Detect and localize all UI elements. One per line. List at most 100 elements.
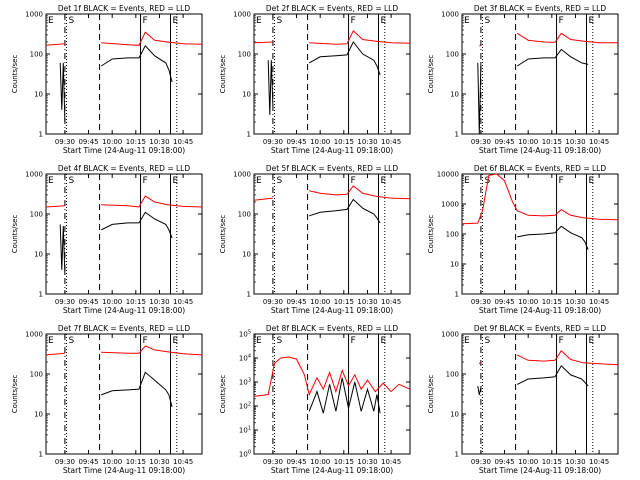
y-axis-label: Counts/sec: [427, 375, 435, 414]
x-tick-label: 09:30: [263, 138, 283, 146]
chart-title: Det 2f BLACK = Events, RED = LLD: [266, 4, 399, 13]
y-tick-label: 1: [39, 451, 43, 459]
x-tick-label: 09:30: [263, 458, 283, 466]
x-tick-label: 10:15: [334, 298, 354, 306]
x-tick-label: 09:45: [494, 298, 514, 306]
plot-frame: [45, 333, 203, 455]
x-tick-label: 09:30: [471, 138, 491, 146]
x-tick-label: 09:45: [286, 298, 306, 306]
series-line-events: [309, 198, 381, 224]
y-tick-label: 100: [446, 51, 459, 59]
x-axis-label: Start Time (24-Aug-11 09:18:00): [63, 466, 185, 475]
event-marker-label: S: [276, 336, 282, 346]
y-tick-label: 10: [242, 251, 251, 259]
event-marker-label: S: [484, 336, 490, 346]
event-marker-label: E: [48, 16, 54, 26]
x-tick-label: 09:45: [286, 458, 306, 466]
series-line-lld: [253, 29, 411, 45]
chart-title: Det 8f BLACK = Events, RED = LLD: [266, 324, 399, 333]
y-tick-label: 100: [238, 211, 251, 219]
event-marker-label: E: [172, 336, 178, 346]
plot-frame: [461, 13, 619, 135]
x-tick-label: 10:30: [357, 458, 377, 466]
x-tick-label: 09:45: [286, 138, 306, 146]
y-tick-label: 100: [239, 450, 251, 459]
x-tick-label: 09:45: [78, 138, 98, 146]
event-marker-label: E: [256, 176, 262, 186]
series-line-lld: [253, 185, 411, 201]
x-tick-label: 09:45: [494, 138, 514, 146]
plot-frame: [253, 173, 411, 295]
x-tick-label: 10:15: [126, 138, 146, 146]
chart-title: Det 1f BLACK = Events, RED = LLD: [58, 4, 191, 13]
y-tick-label: 10: [34, 411, 43, 419]
x-tick-label: 10:45: [381, 298, 401, 306]
y-tick-label: 1000: [25, 171, 43, 179]
y-tick-label: 10: [450, 261, 459, 269]
chart-panel-4: Det 4f BLACK = Events, RED = LLD 1 10 100 10…: [11, 164, 203, 315]
x-tick-label: 10:15: [542, 298, 562, 306]
series-line-lld: [253, 356, 411, 397]
x-tick-label: 09:45: [78, 298, 98, 306]
x-tick-label: 10:00: [518, 138, 538, 146]
x-tick-label: 09:45: [494, 458, 514, 466]
x-tick-label: 10:30: [565, 298, 585, 306]
y-tick-label: 10: [242, 91, 251, 99]
x-axis-label: Start Time (24-Aug-11 09:18:00): [271, 146, 393, 155]
event-marker-label: F: [351, 176, 356, 186]
chart-panel-2: Det 2f BLACK = Events, RED = LLD 1 10 100 10…: [219, 4, 411, 155]
plot-frame: [45, 13, 203, 135]
event-marker-label: E: [588, 16, 594, 26]
y-tick-label: 105: [239, 330, 251, 339]
y-tick-label: 1: [455, 131, 459, 139]
event-marker-label: F: [559, 176, 564, 186]
plot-frame: [45, 173, 203, 295]
x-axis-label: Start Time (24-Aug-11 09:18:00): [479, 306, 601, 315]
chart-title: Det 3f BLACK = Events, RED = LLD: [474, 4, 607, 13]
event-marker-label: E: [464, 16, 470, 26]
x-tick-label: 10:45: [173, 138, 193, 146]
event-marker-label: E: [256, 16, 262, 26]
chart-panel-7: Det 7f BLACK = Events, RED = LLD 1 10 100 10…: [11, 324, 203, 475]
y-tick-label: 1: [247, 291, 251, 299]
y-axis-label: Counts/sec: [427, 215, 435, 254]
y-tick-label: 100: [446, 231, 459, 239]
x-tick-label: 10:00: [518, 458, 538, 466]
event-marker-label: F: [143, 336, 148, 346]
event-marker-label: E: [588, 176, 594, 186]
event-marker-label: E: [256, 336, 262, 346]
series-line-events: [477, 48, 589, 135]
y-tick-label: 10: [34, 91, 43, 99]
y-tick-label: 103: [239, 378, 251, 387]
series-line-events: [308, 377, 381, 414]
event-marker-label: F: [559, 16, 564, 26]
x-axis-label: Start Time (24-Aug-11 09:18:00): [271, 306, 393, 315]
x-tick-label: 09:30: [55, 458, 75, 466]
y-tick-label: 102: [239, 402, 251, 411]
y-tick-label: 1: [455, 451, 459, 459]
x-tick-label: 10:15: [126, 458, 146, 466]
y-tick-label: 104: [239, 354, 251, 363]
x-tick-label: 10:15: [542, 138, 562, 146]
y-tick-label: 1000: [25, 331, 43, 339]
event-marker-label: F: [143, 176, 148, 186]
event-marker-label: E: [464, 336, 470, 346]
x-axis-label: Start Time (24-Aug-11 09:18:00): [479, 146, 601, 155]
chart-panel-3: Det 3f BLACK = Events, RED = LLD 1 10 100 10…: [427, 4, 619, 155]
event-marker-label: E: [380, 176, 386, 186]
event-marker-label: S: [68, 16, 74, 26]
x-tick-label: 09:30: [55, 298, 75, 306]
y-tick-label: 1000: [233, 11, 251, 19]
y-tick-label: 1000: [441, 201, 459, 209]
y-tick-label: 10: [450, 91, 459, 99]
y-tick-label: 100: [238, 51, 251, 59]
x-tick-label: 10:00: [102, 458, 122, 466]
event-marker-label: F: [559, 336, 564, 346]
event-marker-label: S: [68, 336, 74, 346]
x-tick-label: 10:45: [173, 458, 193, 466]
y-tick-label: 1: [455, 291, 459, 299]
chart-panel-8: Det 8f BLACK = Events, RED = LLD 100 101 10…: [219, 324, 411, 475]
chart-title: Det 4f BLACK = Events, RED = LLD: [58, 164, 191, 173]
x-tick-label: 10:00: [102, 138, 122, 146]
x-axis-label: Start Time (24-Aug-11 09:18:00): [63, 146, 185, 155]
